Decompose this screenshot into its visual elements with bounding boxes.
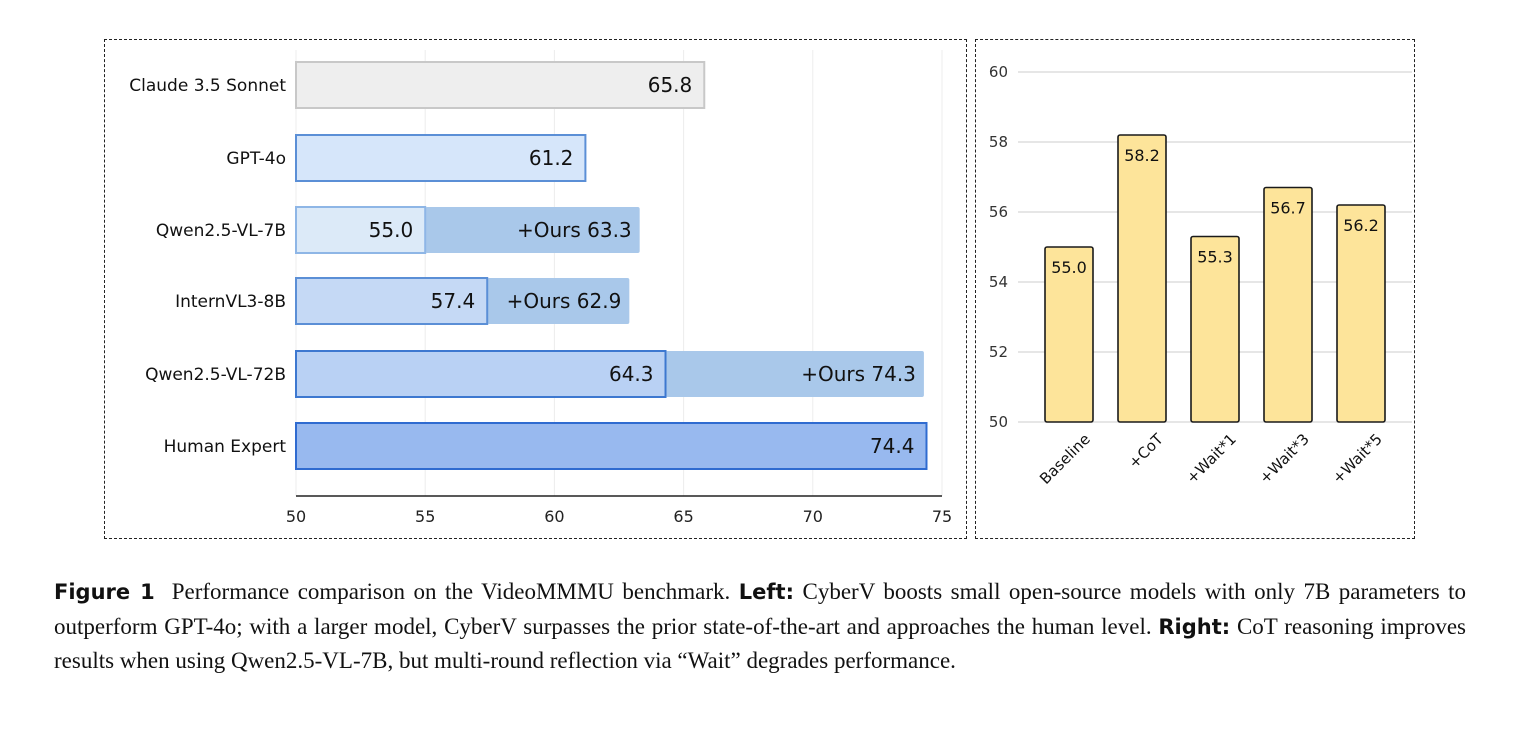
left-base-bar <box>295 422 928 470</box>
right-category-label: +Wait*1 <box>1183 430 1240 487</box>
caption-intro: Performance comparison on the VideoMMMU … <box>171 579 731 604</box>
right-bar <box>1263 186 1313 423</box>
figure-charts: Claude 3.5 Sonnet 65.8 GPT-4o 61.2 Qwen2.5-V… <box>129 50 1412 526</box>
right-value-label: 56.7 <box>1270 199 1306 218</box>
left-ours-label: +Ours 62.9 <box>507 289 622 313</box>
left-x-tick-label: 55 <box>415 507 435 526</box>
right-value-label: 55.0 <box>1051 258 1087 277</box>
left-value-label: 74.4 <box>870 434 915 458</box>
right-bar <box>1190 235 1240 423</box>
right-category-label: +Wait*3 <box>1256 430 1313 487</box>
right-category-label: Baseline <box>1036 430 1094 488</box>
left-base-bar <box>295 350 667 398</box>
left-category-label: InternVL3-8B <box>175 292 286 312</box>
left-ours-label: +Ours 63.3 <box>517 218 632 242</box>
left-ours-bar <box>425 207 640 253</box>
left-x-tick-label: 50 <box>286 507 306 526</box>
right-bar <box>1336 204 1386 423</box>
left-ours-bar <box>487 278 630 324</box>
right-category-label: +CoT <box>1125 430 1168 473</box>
figure-caption: Figure 1 Performance comparison on the V… <box>54 575 1466 678</box>
left-base-bar <box>295 61 706 109</box>
left-x-tick-label: 70 <box>803 507 823 526</box>
left-value-label: 57.4 <box>431 289 476 313</box>
caption-right-label: Right: <box>1158 614 1231 639</box>
left-category-label: GPT-4o <box>226 149 286 169</box>
caption-figure-label: Figure 1 <box>54 580 155 604</box>
caption-left-label: Left: <box>738 580 794 604</box>
right-y-tick-label: 52 <box>989 343 1008 361</box>
right-y-tick-label: 56 <box>989 203 1008 221</box>
left-ours-label: +Ours 74.3 <box>801 362 916 386</box>
right-category-label: +Wait*5 <box>1329 430 1386 487</box>
left-value-label: 61.2 <box>529 146 574 170</box>
left-x-tick-label: 65 <box>673 507 693 526</box>
right-value-label: 56.2 <box>1343 216 1379 235</box>
left-value-label: 65.8 <box>648 73 693 97</box>
caption-right-text: CoT reasoning improves results when usin… <box>54 613 1466 674</box>
right-value-label: 55.3 <box>1197 248 1233 267</box>
left-ours-bar <box>665 351 924 397</box>
left-value-label: 55.0 <box>369 218 414 242</box>
left-x-tick-label: 75 <box>932 507 952 526</box>
right-y-tick-label: 50 <box>989 413 1008 431</box>
left-category-label: Qwen2.5-VL-7B <box>156 221 286 241</box>
left-category-label: Claude 3.5 Sonnet <box>129 76 286 96</box>
left-category-label: Human Expert <box>164 437 287 457</box>
left-base-bar <box>295 206 427 254</box>
right-bar <box>1117 134 1167 423</box>
right-y-tick-label: 60 <box>989 63 1008 81</box>
right-chart-panel <box>975 39 1415 539</box>
left-base-bar <box>295 134 587 182</box>
right-bar <box>1044 246 1094 423</box>
left-chart-panel <box>104 39 967 539</box>
right-y-tick-label: 58 <box>989 133 1008 151</box>
right-value-label: 58.2 <box>1124 146 1160 165</box>
caption-left-text: CyberV boosts small open-source models w… <box>54 579 1467 639</box>
left-base-bar <box>295 277 489 325</box>
right-y-tick-label: 54 <box>989 273 1008 291</box>
left-value-label: 64.3 <box>609 362 654 386</box>
left-category-label: Qwen2.5-VL-72B <box>145 365 286 385</box>
left-x-tick-label: 60 <box>544 507 564 526</box>
